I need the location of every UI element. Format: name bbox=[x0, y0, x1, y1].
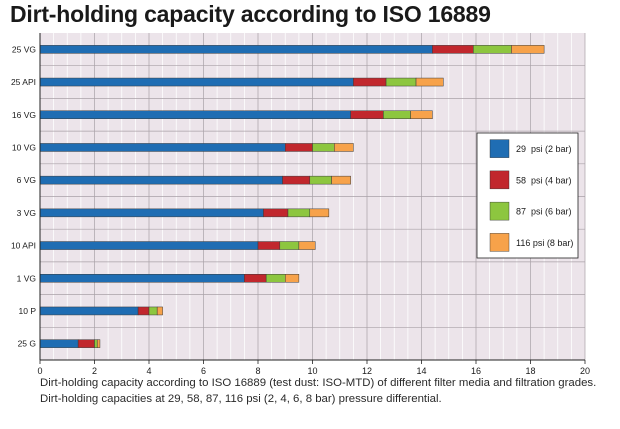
bar-1-vg-29-psi-2-bar bbox=[39, 274, 245, 283]
bar-6-vg-87-psi-6-bar bbox=[309, 175, 332, 185]
y-tick-label: 10 API bbox=[11, 241, 36, 251]
bar-10-p-87-psi-6-bar bbox=[148, 306, 158, 316]
legend-label: 87 psi (6 bar) bbox=[516, 207, 572, 217]
bar-1-vg-116-psi-8-bar bbox=[285, 274, 300, 283]
bar-25-vg-58-psi-4-bar bbox=[432, 45, 474, 54]
bar-6-vg-58-psi-4-bar bbox=[282, 175, 311, 185]
bar-25-g-29-psi-2-bar bbox=[39, 339, 79, 348]
bar-16-vg-58-psi-4-bar bbox=[350, 110, 384, 119]
bar-25-api-116-psi-8-bar bbox=[415, 77, 444, 87]
y-tick-label: 3 VG bbox=[17, 208, 36, 218]
bar-3-vg-87-psi-6-bar bbox=[287, 208, 311, 218]
bar-10-api-29-psi-2-bar bbox=[39, 241, 259, 250]
bar-16-vg-29-psi-2-bar bbox=[39, 110, 351, 119]
bar-10-vg-58-psi-4-bar bbox=[285, 143, 313, 152]
y-tick-label: 25 VG bbox=[12, 44, 36, 54]
chart-caption-line-2: Dirt-holding capacities at 29, 58, 87, 1… bbox=[40, 393, 442, 405]
y-tick-label: 16 VG bbox=[12, 110, 36, 120]
legend-label: 58 psi (4 bar) bbox=[516, 175, 572, 185]
legend-label: 116 psi (8 bar) bbox=[516, 238, 573, 248]
bar-10-vg-87-psi-6-bar bbox=[312, 143, 335, 152]
x-tick-label: 6 bbox=[201, 366, 206, 376]
y-tick-label: 25 G bbox=[18, 339, 36, 349]
x-tick-label: 18 bbox=[525, 366, 535, 376]
bar-3-vg-29-psi-2-bar bbox=[39, 208, 264, 218]
bar-1-vg-58-psi-4-bar bbox=[244, 274, 267, 283]
x-tick-label: 10 bbox=[307, 366, 317, 376]
y-tick-label: 6 VG bbox=[17, 175, 36, 185]
x-tick-label: 16 bbox=[471, 366, 481, 376]
bar-10-api-58-psi-4-bar bbox=[257, 241, 281, 250]
bar-10-p-29-psi-2-bar bbox=[39, 306, 139, 316]
chart-caption-line-1: Dirt-holding capacity according to ISO 1… bbox=[40, 377, 597, 389]
x-tick-label: 4 bbox=[146, 366, 151, 376]
bar-6-vg-29-psi-2-bar bbox=[39, 175, 283, 185]
x-tick-label: 20 bbox=[580, 366, 590, 376]
bar-10-p-116-psi-8-bar bbox=[156, 306, 163, 316]
legend-swatch-58-psi-4-bar bbox=[489, 170, 510, 190]
bar-25-g-116-psi-8-bar bbox=[96, 339, 101, 348]
bar-16-vg-87-psi-6-bar bbox=[383, 110, 411, 119]
bar-6-vg-116-psi-8-bar bbox=[331, 175, 351, 185]
bar-25-api-29-psi-2-bar bbox=[39, 77, 354, 87]
chart-title: Dirt-holding capacity according to ISO 1… bbox=[10, 1, 491, 27]
x-tick-label: 2 bbox=[92, 366, 97, 376]
legend-swatch-87-psi-6-bar bbox=[489, 201, 510, 221]
legend-swatch-29-psi-2-bar bbox=[489, 139, 510, 158]
legend-label: 29 psi (2 bar) bbox=[516, 144, 572, 154]
bar-25-vg-29-psi-2-bar bbox=[39, 45, 433, 54]
bar-10-api-116-psi-8-bar bbox=[298, 241, 316, 250]
bar-10-vg-29-psi-2-bar bbox=[39, 143, 286, 152]
bar-25-api-58-psi-4-bar bbox=[353, 77, 387, 87]
y-tick-label: 25 API bbox=[11, 77, 36, 87]
legend-swatch-116-psi-8-bar bbox=[489, 233, 510, 252]
x-tick-label: 12 bbox=[362, 366, 372, 376]
bar-10-api-87-psi-6-bar bbox=[279, 241, 300, 250]
bar-25-vg-116-psi-8-bar bbox=[511, 45, 545, 54]
y-tick-label: 10 P bbox=[19, 306, 37, 316]
x-tick-label: 14 bbox=[416, 366, 426, 376]
bar-25-g-87-psi-6-bar bbox=[94, 339, 98, 348]
bar-3-vg-116-psi-8-bar bbox=[309, 208, 330, 218]
bar-3-vg-58-psi-4-bar bbox=[263, 208, 289, 218]
bar-1-vg-87-psi-6-bar bbox=[265, 274, 286, 283]
bar-16-vg-116-psi-8-bar bbox=[410, 110, 433, 119]
x-tick-label: 0 bbox=[37, 366, 42, 376]
y-tick-label: 10 VG bbox=[12, 142, 36, 152]
bar-25-api-87-psi-6-bar bbox=[385, 77, 417, 87]
bar-10-p-58-psi-4-bar bbox=[137, 306, 150, 316]
x-tick-label: 8 bbox=[255, 366, 260, 376]
bar-10-vg-116-psi-8-bar bbox=[334, 143, 354, 152]
bar-25-vg-87-psi-6-bar bbox=[473, 45, 512, 54]
y-tick-label: 1 VG bbox=[17, 273, 36, 283]
bar-25-g-58-psi-4-bar bbox=[77, 339, 95, 348]
